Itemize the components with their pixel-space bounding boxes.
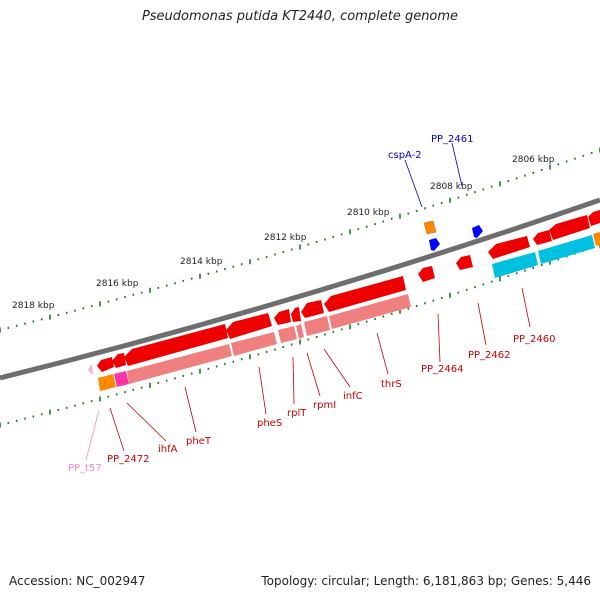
gene-labels: PP_2461 cspA-2 PP_2460 PP_2462 PP_2464 t… [68, 134, 556, 474]
tick-label: 2810 kbp [347, 208, 390, 218]
gene-arrow-PP_2460[interactable] [488, 236, 530, 259]
gene-arrow[interactable] [549, 215, 590, 240]
gene-label: infC [343, 391, 363, 402]
genome-backbone [0, 197, 600, 381]
magenta-feature[interactable] [114, 371, 129, 387]
gene-arrow-pheS[interactable] [226, 313, 272, 339]
gene-label: rpmI [313, 400, 336, 411]
cyan-feature[interactable] [492, 252, 538, 278]
gene-arrow-PP_2472[interactable] [97, 357, 114, 372]
gene-label: PP_2460 [513, 334, 556, 345]
trna-PP_t57[interactable] [88, 364, 93, 375]
plus-strand-features [423, 220, 483, 251]
gene-label: pheS [257, 418, 282, 429]
gene-arrow-PP_2464[interactable] [418, 266, 435, 282]
gene-arrow-PP_2462[interactable] [456, 255, 473, 270]
gene-arrow-cspA-2[interactable] [429, 238, 440, 251]
gene-label: PP_2464 [421, 364, 464, 375]
tick-label: 2818 kbp [12, 301, 55, 311]
gene-arrow-rpmI[interactable] [291, 307, 301, 322]
orange-feature[interactable] [593, 232, 600, 246]
orange-feature[interactable] [423, 220, 437, 235]
tick-label: 2808 kbp [430, 182, 473, 192]
gene-arrow-PP_2461[interactable] [472, 225, 483, 238]
tick-label: 2806 kbp [512, 155, 555, 165]
tick-labels: 2806 kbp 2808 kbp 2810 kbp 2812 kbp 2814… [12, 155, 555, 311]
shaded-feature[interactable] [278, 326, 297, 343]
topology-text: Topology: circular; Length: 6,181,863 bp… [261, 574, 591, 588]
tick-label: 2812 kbp [264, 233, 307, 243]
gene-label: ihfA [158, 444, 178, 455]
gene-arrow[interactable] [588, 210, 600, 226]
gene-label: PP_t57 [68, 463, 102, 474]
gene-arrow-infC[interactable] [301, 300, 324, 318]
tick-label: 2816 kbp [96, 279, 139, 289]
gene-arrow-rplT[interactable] [274, 309, 291, 325]
shaded-feature[interactable] [231, 332, 277, 356]
gene-label: PP_2461 [431, 134, 474, 145]
outer-tick-track [0, 147, 600, 333]
tick-label: 2814 kbp [180, 257, 223, 267]
minus-strand-cds [97, 210, 600, 372]
gene-label: pheT [186, 436, 212, 447]
gene-label: PP_2472 [107, 454, 150, 465]
gene-arrow[interactable] [533, 230, 552, 245]
shaded-feature[interactable] [304, 316, 330, 336]
gene-arrow-pheT[interactable] [124, 324, 228, 366]
shaded-feature[interactable] [329, 294, 411, 329]
gene-arrow-thrS[interactable] [324, 276, 406, 312]
shaded-feature[interactable] [127, 344, 232, 384]
gene-arrow-ihfA[interactable] [112, 353, 126, 368]
shaded-feature[interactable] [296, 324, 304, 339]
map-title: Pseudomonas putida KT2440, complete geno… [141, 9, 459, 24]
gene-label: rplT [287, 408, 307, 419]
gene-label: PP_2462 [468, 350, 511, 361]
accession-text: Accession: NC_002947 [9, 574, 146, 588]
gene-label: cspA-2 [388, 150, 422, 161]
minus-strand-shaded-track [88, 232, 600, 391]
cyan-feature[interactable] [538, 235, 595, 264]
gene-label: thrS [381, 379, 402, 390]
label-leaders [85, 142, 531, 461]
orange-feature[interactable] [98, 374, 116, 391]
